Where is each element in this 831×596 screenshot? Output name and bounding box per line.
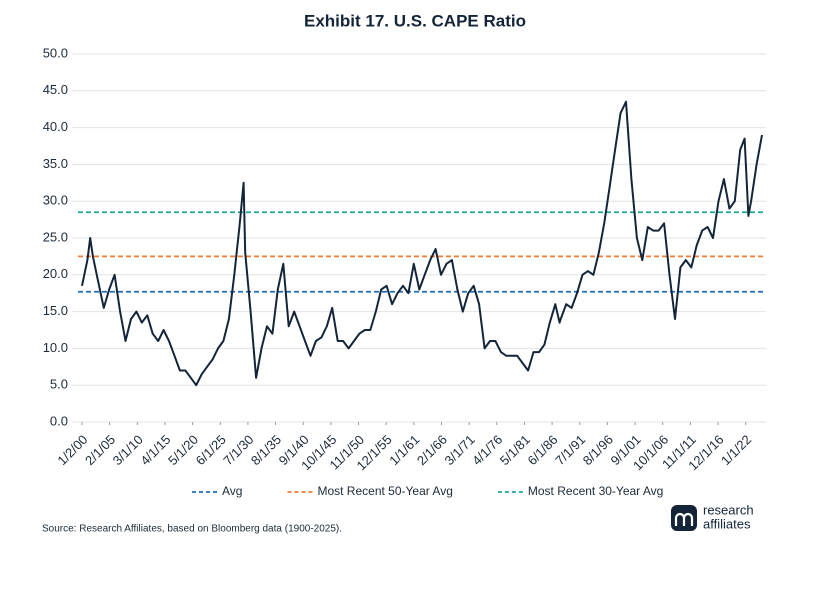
y-tick-label: 10.0 bbox=[43, 340, 68, 355]
x-tick-label: 6/1/25 bbox=[193, 432, 229, 468]
logo: research affiliates bbox=[671, 502, 754, 531]
x-tick-label: 5/1/20 bbox=[165, 432, 201, 468]
x-tick-label: 1/2/00 bbox=[54, 432, 90, 468]
x-tick-label: 1/1/22 bbox=[718, 432, 754, 468]
x-tick-label: 1/1/61 bbox=[386, 432, 422, 468]
x-tick-label: 3/1/71 bbox=[442, 432, 478, 468]
x-tick-label: 4/1/76 bbox=[469, 432, 505, 468]
y-tick-label: 25.0 bbox=[43, 229, 68, 244]
x-tick-label: 5/1/81 bbox=[497, 432, 533, 468]
legend-label: Most Recent 30-Year Avg bbox=[528, 484, 663, 498]
x-tick-label: 2/1/05 bbox=[82, 432, 118, 468]
legend: Avg Most Recent 50-Year Avg Most Recent 30… bbox=[192, 484, 663, 498]
x-tick-label: 6/1/86 bbox=[525, 432, 561, 468]
x-tick-label: 8/1/35 bbox=[248, 432, 284, 468]
legend-label: Most Recent 50-Year Avg bbox=[317, 484, 452, 498]
x-tick-label: 8/1/96 bbox=[580, 432, 616, 468]
x-tick-label: 2/1/66 bbox=[414, 432, 450, 468]
y-tick-label: 35.0 bbox=[43, 156, 68, 171]
y-tick-label: 45.0 bbox=[43, 82, 68, 97]
y-tick-label: 0.0 bbox=[50, 413, 68, 428]
x-tick-label: 7/1/91 bbox=[552, 432, 588, 468]
logo-text: research bbox=[703, 502, 754, 517]
logo-text: affiliates bbox=[703, 516, 751, 531]
source-note: Source: Research Affiliates, based on Bl… bbox=[42, 524, 342, 535]
x-tick-label: 3/1/10 bbox=[110, 432, 146, 468]
legend-label: Avg bbox=[222, 484, 242, 498]
logo-glyph bbox=[674, 512, 694, 526]
y-tick-label: 40.0 bbox=[43, 119, 68, 134]
y-tick-label: 30.0 bbox=[43, 193, 68, 208]
cape-line bbox=[81, 100, 763, 387]
y-tick-label: 15.0 bbox=[43, 303, 68, 318]
y-tick-label: 5.0 bbox=[50, 377, 68, 392]
chart-title: Exhibit 17. U.S. CAPE Ratio bbox=[304, 11, 526, 30]
x-tick-label: 4/1/15 bbox=[137, 432, 173, 468]
y-tick-label: 50.0 bbox=[43, 45, 68, 60]
x-tick-label: 7/1/30 bbox=[220, 432, 256, 468]
y-tick-label: 20.0 bbox=[43, 266, 68, 281]
